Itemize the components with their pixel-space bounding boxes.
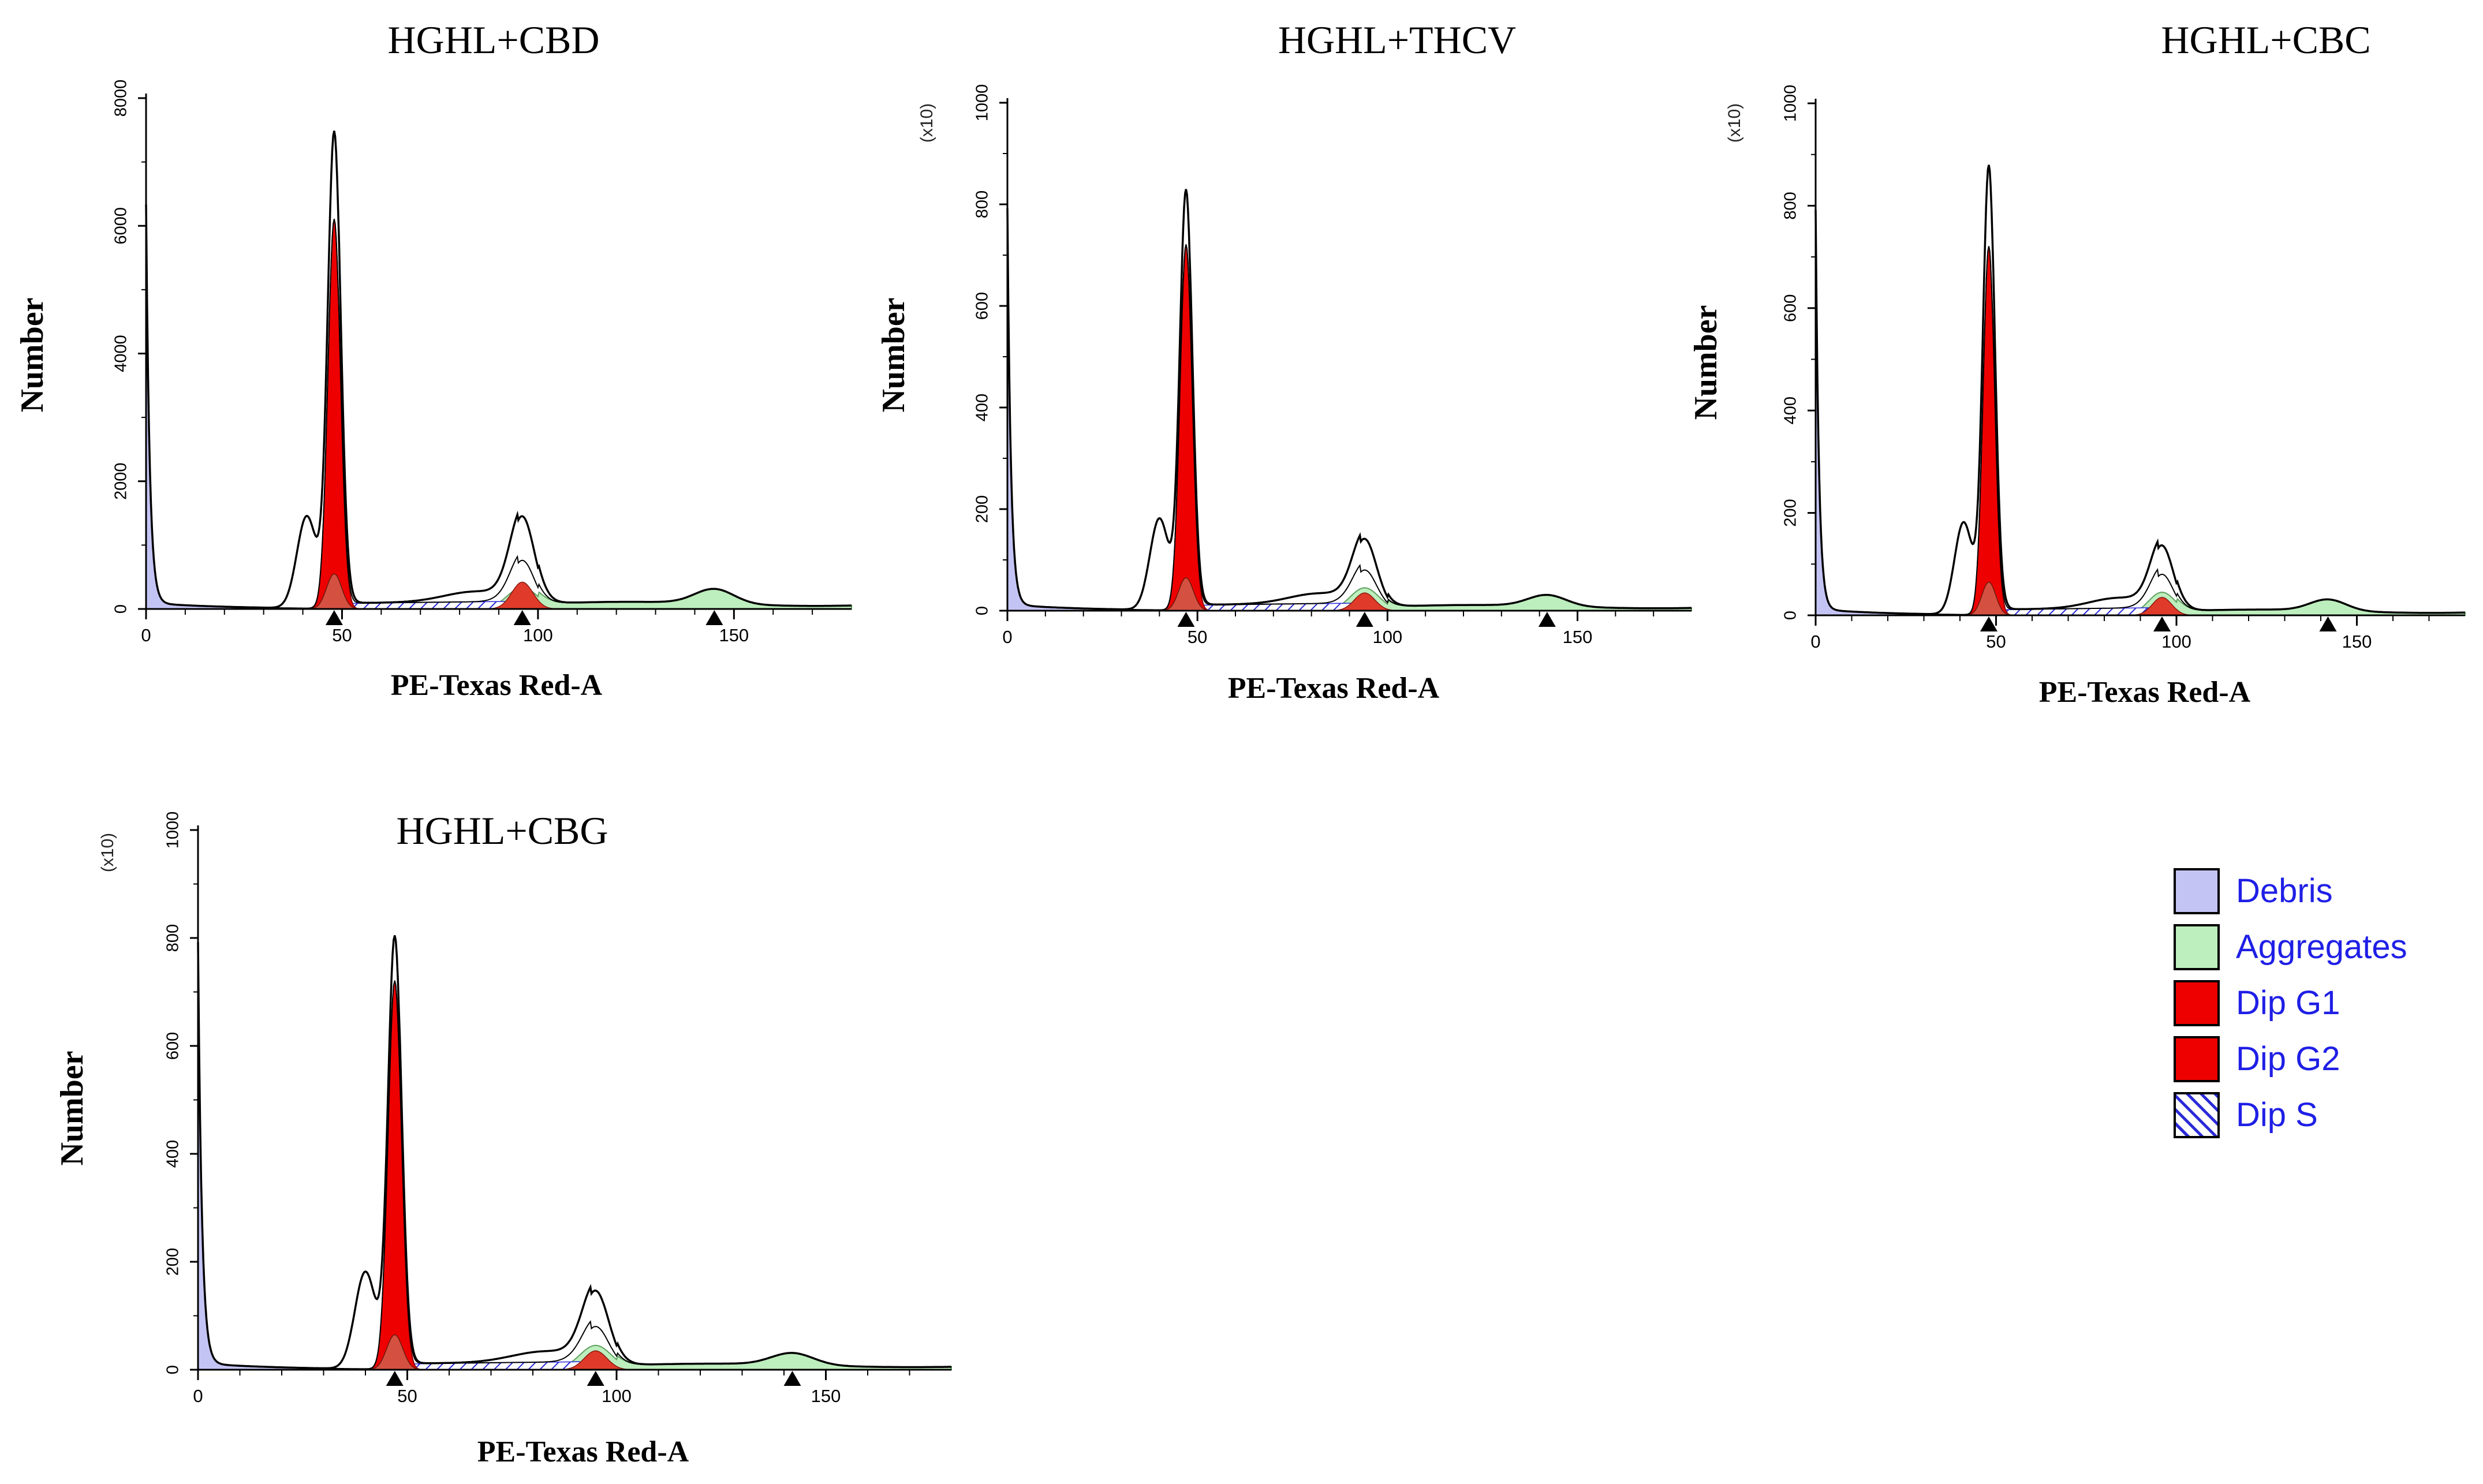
debris-area [198,942,951,1370]
x-tick-label: 150 [811,1386,841,1406]
dip-s-swatch [2174,1091,2220,1138]
y-tick-label: 600 [973,292,992,320]
y-tick-label: 1000 [973,84,992,122]
peak-marker [325,610,343,625]
x-tick-label: 100 [523,625,553,645]
legend-item-dip-s: Dip S [2174,1087,2407,1143]
legend-label: Debris [2236,872,2333,910]
histogram-outline [1814,165,2465,615]
legend: Debris Aggregates Dip G1 Dip G2 Dip S [2174,863,2407,1143]
y-tick-label: 200 [164,1248,182,1276]
peak-marker [705,610,723,625]
y-tick-label: 200 [973,495,992,523]
x-tick-label: 0 [193,1386,203,1406]
y-tick-label: 1000 [164,812,182,849]
histogram-outline [145,130,852,609]
dip-g1-area [198,981,951,1370]
legend-label: Dip G2 [2236,1040,2340,1078]
debris-swatch [2174,868,2220,914]
y-tick-label: 0 [973,606,992,615]
x-axis-label: PE-Texas Red-A [390,669,603,702]
peak-marker [513,610,531,625]
x-tick-label: 150 [719,625,749,645]
y-tick-label: 200 [1782,499,1800,526]
x-axis-label: PE-Texas Red-A [2038,676,2251,709]
x-tick-label: 0 [141,625,151,645]
y-tick-label: 2000 [112,462,130,500]
legend-label: Aggregates [2236,928,2407,966]
y-tick-label: 8000 [112,80,130,117]
legend-label: Dip S [2236,1096,2318,1134]
peak-marker [386,1371,404,1386]
peak-marker [1980,616,1997,631]
chart-title: HGHL+CBG [396,809,608,853]
chart-title: HGHL+THCV [1278,18,1517,62]
legend-label: Dip G1 [2236,984,2340,1022]
x-tick-label: 100 [2161,631,2191,652]
aggregates-swatch [2174,924,2220,970]
y-tick-label: 800 [1782,192,1800,219]
peak-marker [1538,612,1556,627]
histogram-outline [197,935,951,1370]
legend-item-aggregates: Aggregates [2174,919,2407,975]
model-fit-line [197,942,951,1370]
peak-marker [1356,612,1373,627]
y-tick-label: 0 [1782,611,1800,620]
legend-item-debris: Debris [2174,863,2407,919]
y-tick-label: 4000 [112,335,130,372]
y-tick-label: 400 [1782,397,1800,424]
y-tick-label: 0 [164,1365,182,1374]
y-tick-label: 600 [1782,294,1800,322]
y-tick-label: 6000 [112,207,130,245]
y-tick-label: 1000 [1782,85,1800,122]
x-tick-label: 50 [1188,627,1207,647]
x-tick-label: 50 [397,1386,417,1406]
x-tick-label: 50 [1986,631,2006,652]
x-tick-label: 100 [602,1386,632,1406]
y-tick-label: 0 [112,604,130,614]
x-tick-label: 150 [1563,627,1593,647]
dip-g2-swatch [2174,1036,2220,1082]
legend-item-dip-g2: Dip G2 [2174,1031,2407,1087]
x-axis-label: PE-Texas Red-A [1227,672,1440,705]
y-tick-label: 800 [164,924,182,952]
chart-title: HGHL+CBC [2161,18,2371,62]
x-tick-label: 150 [2342,631,2372,652]
chart-title: HGHL+CBD [387,18,600,62]
y-tick-label: 400 [973,394,992,421]
y-tick-label: 400 [164,1140,182,1168]
x-tick-label: 50 [332,625,352,645]
peak-marker [2153,616,2171,631]
x-tick-label: 0 [1002,627,1012,647]
y-tick-label: 600 [164,1032,182,1060]
histogram-outline [1006,189,1692,611]
x-tick-label: 0 [1810,631,1820,652]
x-tick-label: 100 [1372,627,1402,647]
x-axis-label: PE-Texas Red-A [477,1436,689,1468]
peak-marker [2319,616,2337,631]
dip-g1-swatch [2174,980,2220,1026]
peak-marker [587,1371,604,1386]
peak-marker [1177,612,1195,627]
y-tick-label: 800 [973,190,992,218]
peak-marker [783,1371,801,1386]
legend-item-dip-g1: Dip G1 [2174,975,2407,1031]
